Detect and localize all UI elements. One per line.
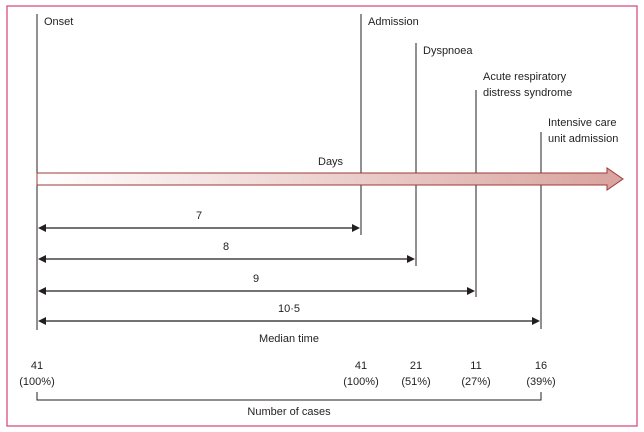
interval-8: 8 (38, 241, 415, 263)
interval-7: 7 (38, 210, 360, 232)
event-label-onset: Onset (44, 16, 73, 28)
arrow-head-right-icon (352, 224, 360, 232)
interval-9: 9 (38, 273, 475, 295)
median-time-label: Median time (259, 333, 319, 345)
case-icu: 16 (39%) (526, 360, 555, 388)
case-count: 41 (355, 360, 367, 372)
event-label-icu-line1: Intensive care (548, 117, 616, 129)
case-onset: 41 (100%) (19, 360, 54, 388)
case-percent: (27%) (461, 376, 490, 388)
interval-label: 7 (196, 210, 202, 222)
event-label-icu-line2: unit admission (548, 133, 618, 145)
interval-label: 10·5 (278, 303, 300, 315)
event-label-admission: Admission (368, 16, 419, 28)
arrow-head-right-icon (467, 287, 475, 295)
days-arrow (36, 167, 624, 191)
case-percent: (100%) (343, 376, 378, 388)
case-count: 16 (535, 360, 547, 372)
arrow-head-left-icon (38, 255, 46, 263)
arrow-head-right-icon (532, 317, 540, 325)
case-count: 11 (470, 360, 481, 372)
event-label-ards-line2: distress syndrome (483, 87, 572, 99)
case-ards: 11 (27%) (461, 360, 490, 388)
figure-frame (6, 5, 638, 427)
arrow-head-left-icon (38, 224, 46, 232)
case-percent: (39%) (526, 376, 555, 388)
case-count: 41 (31, 360, 43, 372)
arrow-head-left-icon (38, 287, 46, 295)
case-dyspnoea: 21 (51%) (401, 360, 430, 388)
cases-bracket (36, 392, 542, 401)
interval-label: 8 (223, 241, 229, 253)
number-of-cases-label: Number of cases (247, 406, 331, 418)
interval-label: 9 (253, 273, 259, 285)
case-count: 21 (410, 360, 422, 372)
arrow-head-right-icon (407, 255, 415, 263)
days-label: Days (318, 156, 344, 168)
interval-10-5: 10·5 (38, 303, 540, 325)
case-percent: (51%) (401, 376, 430, 388)
event-label-ards-line1: Acute respiratory (483, 71, 567, 83)
case-admission: 41 (100%) (343, 360, 378, 388)
arrow-head-left-icon (38, 317, 46, 325)
event-label-dyspnoea: Dyspnoea (423, 45, 473, 57)
case-percent: (100%) (19, 376, 54, 388)
